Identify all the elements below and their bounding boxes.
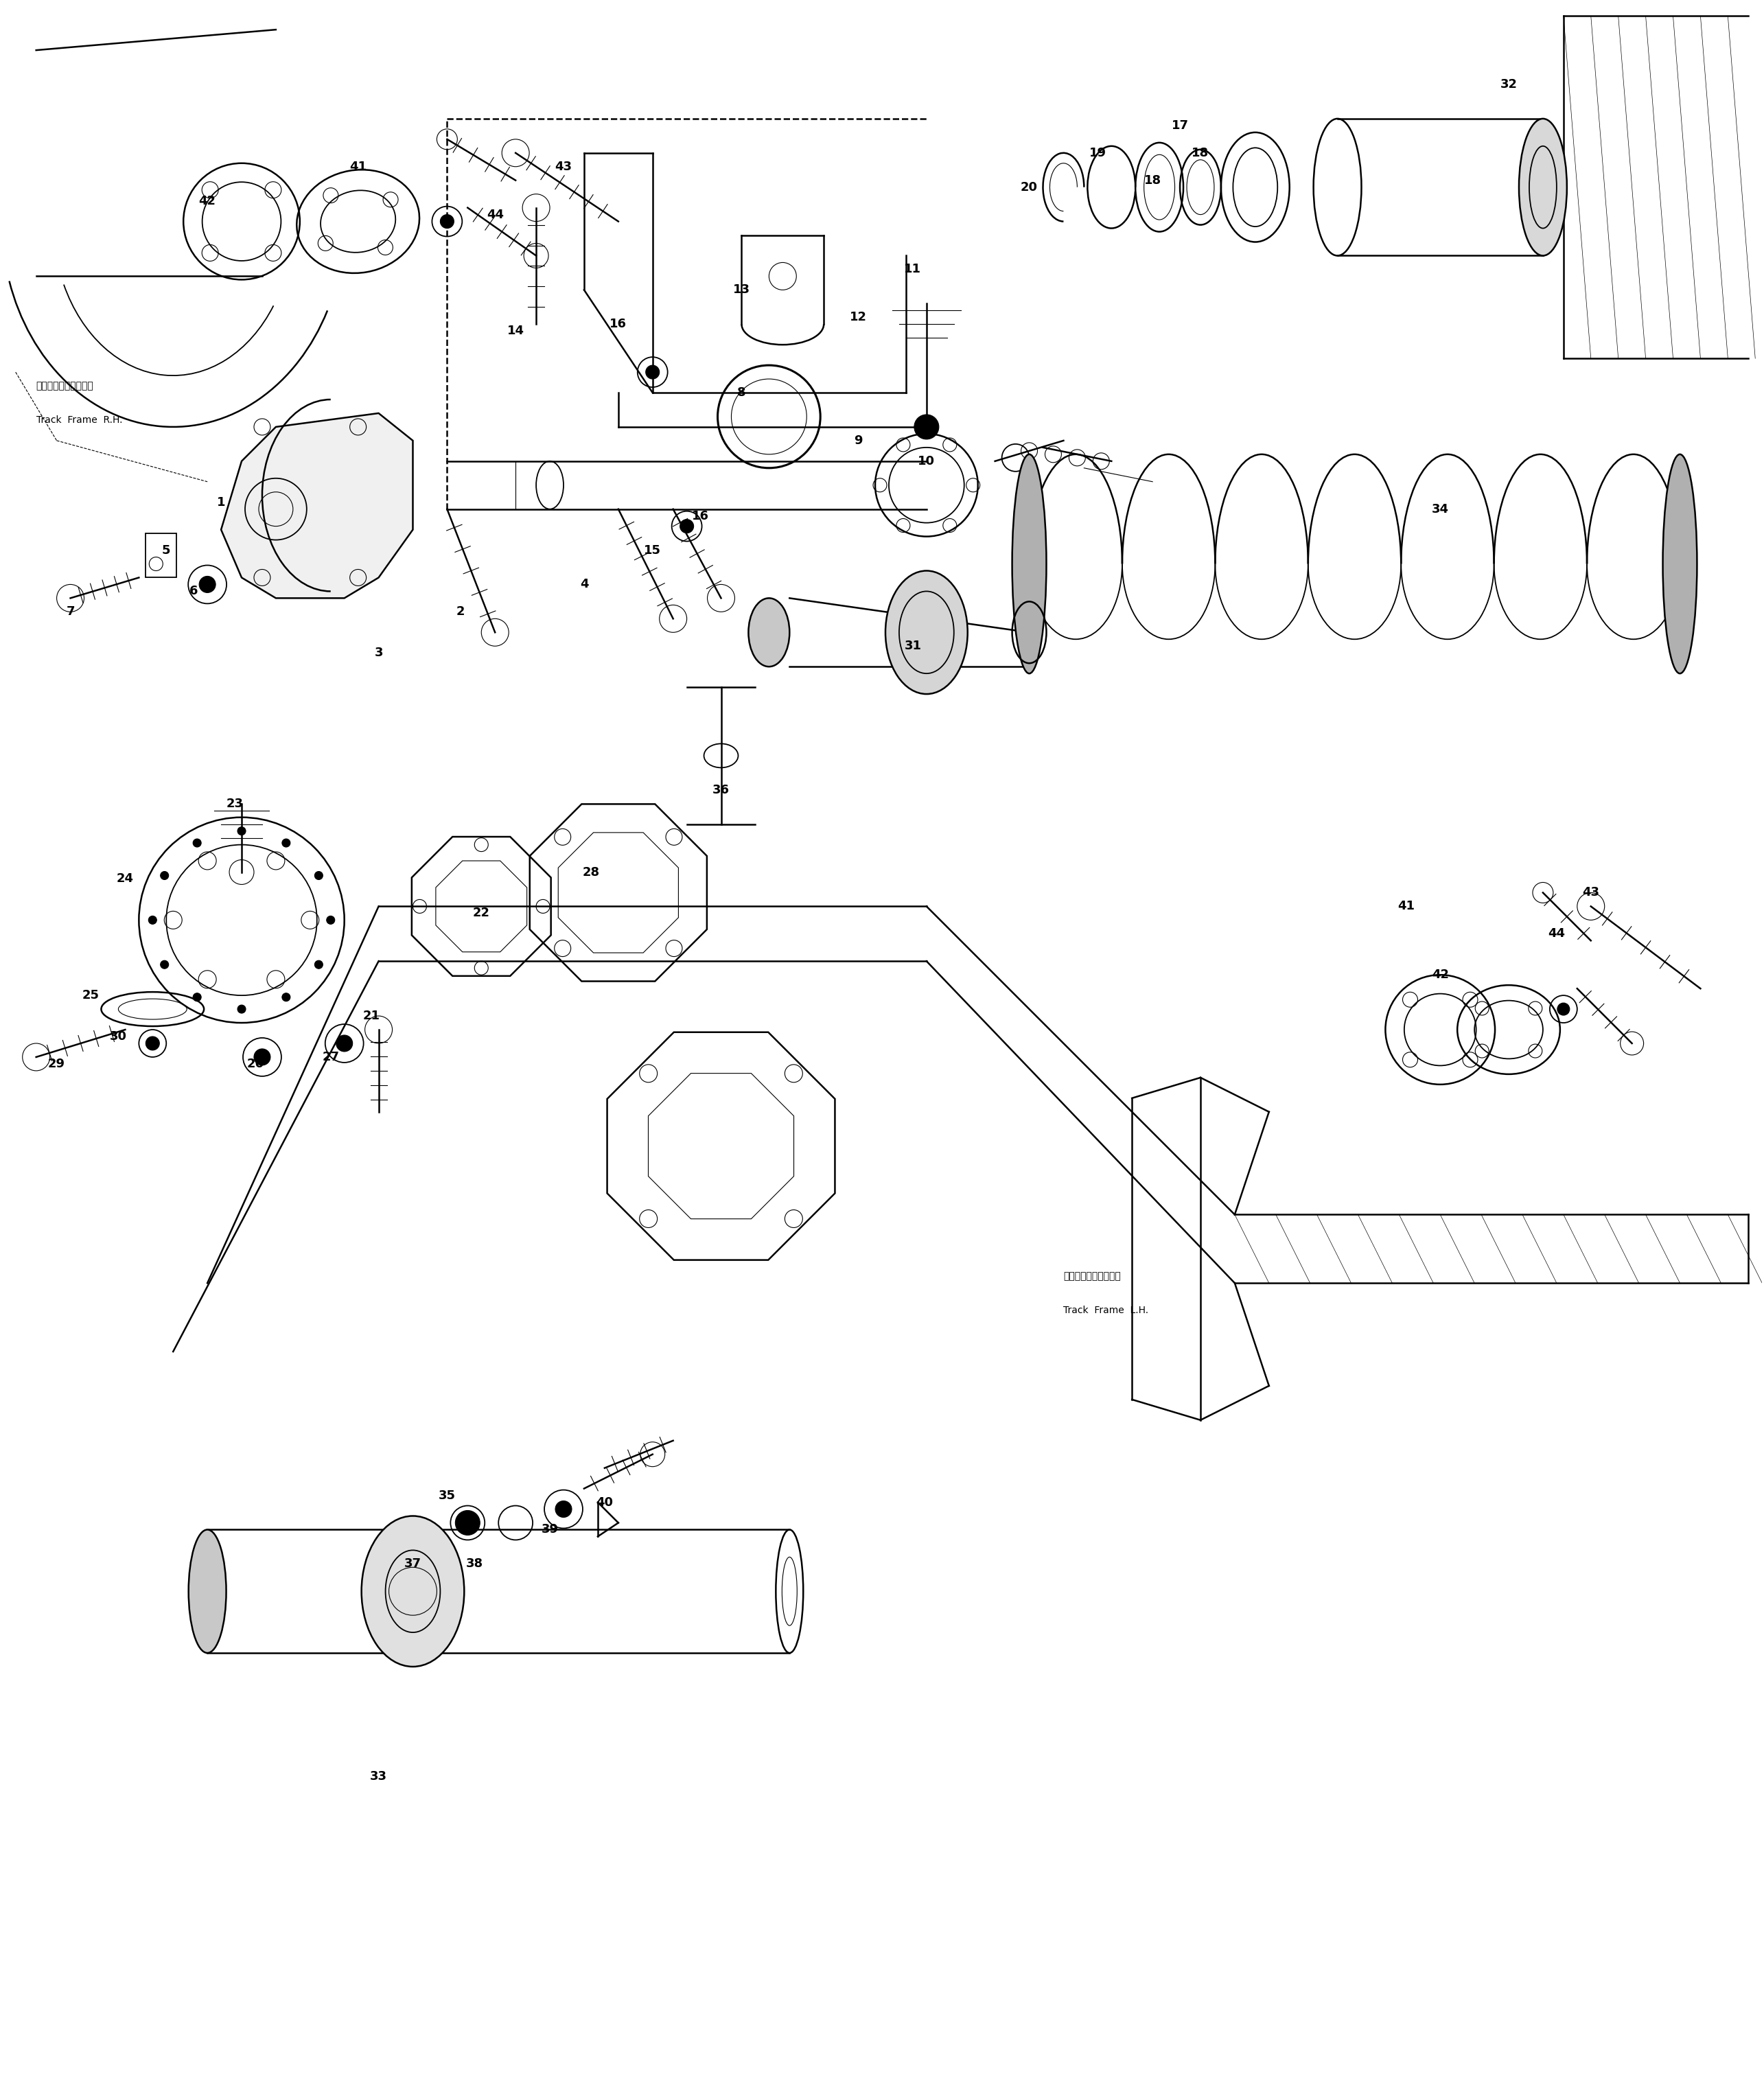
- Text: Track  Frame  R.H.: Track Frame R.H.: [35, 415, 122, 425]
- Text: トラックフレーム　左: トラックフレーム 左: [1064, 1271, 1120, 1281]
- Text: 8: 8: [737, 386, 746, 398]
- Circle shape: [282, 993, 291, 1001]
- Text: 43: 43: [1582, 887, 1600, 900]
- Text: 23: 23: [226, 798, 243, 811]
- Text: 12: 12: [850, 311, 866, 323]
- Text: 16: 16: [691, 510, 709, 522]
- Text: 10: 10: [917, 454, 935, 466]
- Circle shape: [192, 993, 201, 1001]
- Text: 39: 39: [542, 1524, 559, 1536]
- Circle shape: [192, 840, 201, 848]
- Text: 9: 9: [854, 435, 863, 448]
- Text: 6: 6: [189, 585, 198, 597]
- Ellipse shape: [748, 599, 790, 668]
- Text: 7: 7: [65, 605, 74, 618]
- Circle shape: [1558, 1003, 1570, 1016]
- Text: 40: 40: [596, 1497, 614, 1509]
- Text: 5: 5: [162, 543, 171, 556]
- Text: 33: 33: [370, 1770, 386, 1783]
- Text: トラックフレーム　右: トラックフレーム 右: [35, 381, 93, 390]
- Text: 14: 14: [506, 325, 524, 338]
- Circle shape: [161, 871, 169, 879]
- Text: 19: 19: [1088, 147, 1106, 160]
- Ellipse shape: [1519, 118, 1566, 255]
- Ellipse shape: [1013, 454, 1046, 674]
- Circle shape: [337, 1034, 353, 1051]
- Text: 1: 1: [217, 495, 226, 508]
- Circle shape: [146, 1036, 159, 1051]
- Circle shape: [199, 576, 215, 593]
- Circle shape: [254, 1049, 270, 1066]
- Text: 35: 35: [439, 1488, 455, 1501]
- Circle shape: [646, 365, 660, 379]
- Ellipse shape: [189, 1530, 226, 1652]
- Text: 30: 30: [109, 1030, 127, 1043]
- Text: 2: 2: [457, 605, 466, 618]
- Circle shape: [914, 415, 938, 439]
- Text: 37: 37: [404, 1557, 422, 1569]
- Circle shape: [455, 1511, 480, 1536]
- Text: 11: 11: [905, 263, 921, 276]
- Text: 29: 29: [48, 1057, 65, 1070]
- Ellipse shape: [886, 570, 968, 694]
- Text: 17: 17: [1171, 120, 1189, 133]
- Text: 16: 16: [610, 317, 626, 330]
- Circle shape: [148, 916, 157, 925]
- Text: 42: 42: [199, 195, 215, 207]
- Circle shape: [441, 216, 453, 228]
- Text: 3: 3: [374, 647, 383, 659]
- Text: Track  Frame  L.H.: Track Frame L.H.: [1064, 1306, 1148, 1314]
- Circle shape: [314, 960, 323, 968]
- Text: 24: 24: [116, 873, 134, 885]
- Circle shape: [282, 840, 291, 848]
- Text: 36: 36: [713, 784, 730, 796]
- Circle shape: [314, 871, 323, 879]
- Circle shape: [238, 827, 245, 835]
- Text: 31: 31: [905, 641, 921, 653]
- Text: 18: 18: [1143, 174, 1161, 187]
- Circle shape: [556, 1501, 572, 1517]
- Text: 42: 42: [1432, 968, 1448, 981]
- Text: 22: 22: [473, 908, 490, 920]
- Bar: [146, 533, 176, 578]
- Text: 44: 44: [1549, 927, 1565, 939]
- Circle shape: [679, 520, 693, 533]
- Text: 20: 20: [1021, 180, 1037, 193]
- Text: 43: 43: [556, 160, 572, 172]
- Text: 28: 28: [582, 867, 600, 879]
- Text: 27: 27: [323, 1051, 339, 1063]
- Text: 18: 18: [1192, 147, 1208, 160]
- Text: 26: 26: [247, 1057, 265, 1070]
- Text: 15: 15: [644, 543, 662, 556]
- Circle shape: [161, 960, 169, 968]
- Text: 38: 38: [466, 1557, 483, 1569]
- Text: 4: 4: [580, 578, 589, 591]
- Circle shape: [372, 520, 386, 533]
- Text: 41: 41: [1397, 900, 1415, 912]
- Text: 32: 32: [1499, 79, 1517, 91]
- Text: 21: 21: [363, 1010, 381, 1022]
- Polygon shape: [220, 413, 413, 599]
- Circle shape: [326, 916, 335, 925]
- Circle shape: [238, 1005, 245, 1014]
- Text: 34: 34: [1432, 504, 1448, 516]
- Text: 41: 41: [349, 160, 367, 172]
- Ellipse shape: [1663, 454, 1697, 674]
- Text: 44: 44: [487, 209, 503, 220]
- Ellipse shape: [362, 1515, 464, 1667]
- Text: 13: 13: [734, 284, 750, 296]
- Text: 25: 25: [83, 989, 99, 1001]
